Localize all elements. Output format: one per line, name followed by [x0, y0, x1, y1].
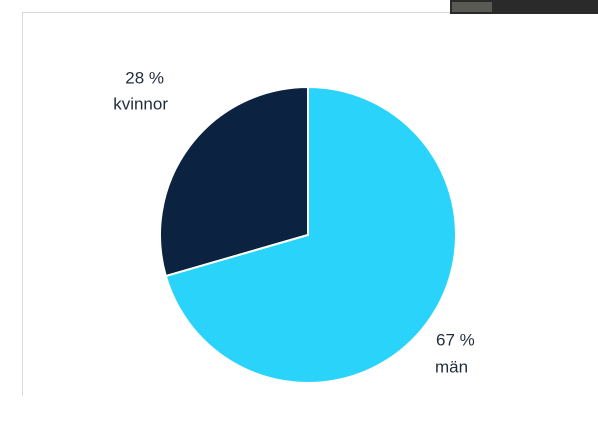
category-label: män — [435, 357, 468, 376]
value-label: 67 % — [436, 330, 475, 349]
photo-detail — [452, 2, 492, 12]
category-label: kvinnor — [113, 94, 168, 113]
value-label: 28 % — [125, 68, 164, 87]
pie-chart: 28 % kvinnor 67 % män — [113, 68, 475, 384]
pie-slice — [159, 85, 309, 278]
pie-slice — [164, 85, 457, 384]
